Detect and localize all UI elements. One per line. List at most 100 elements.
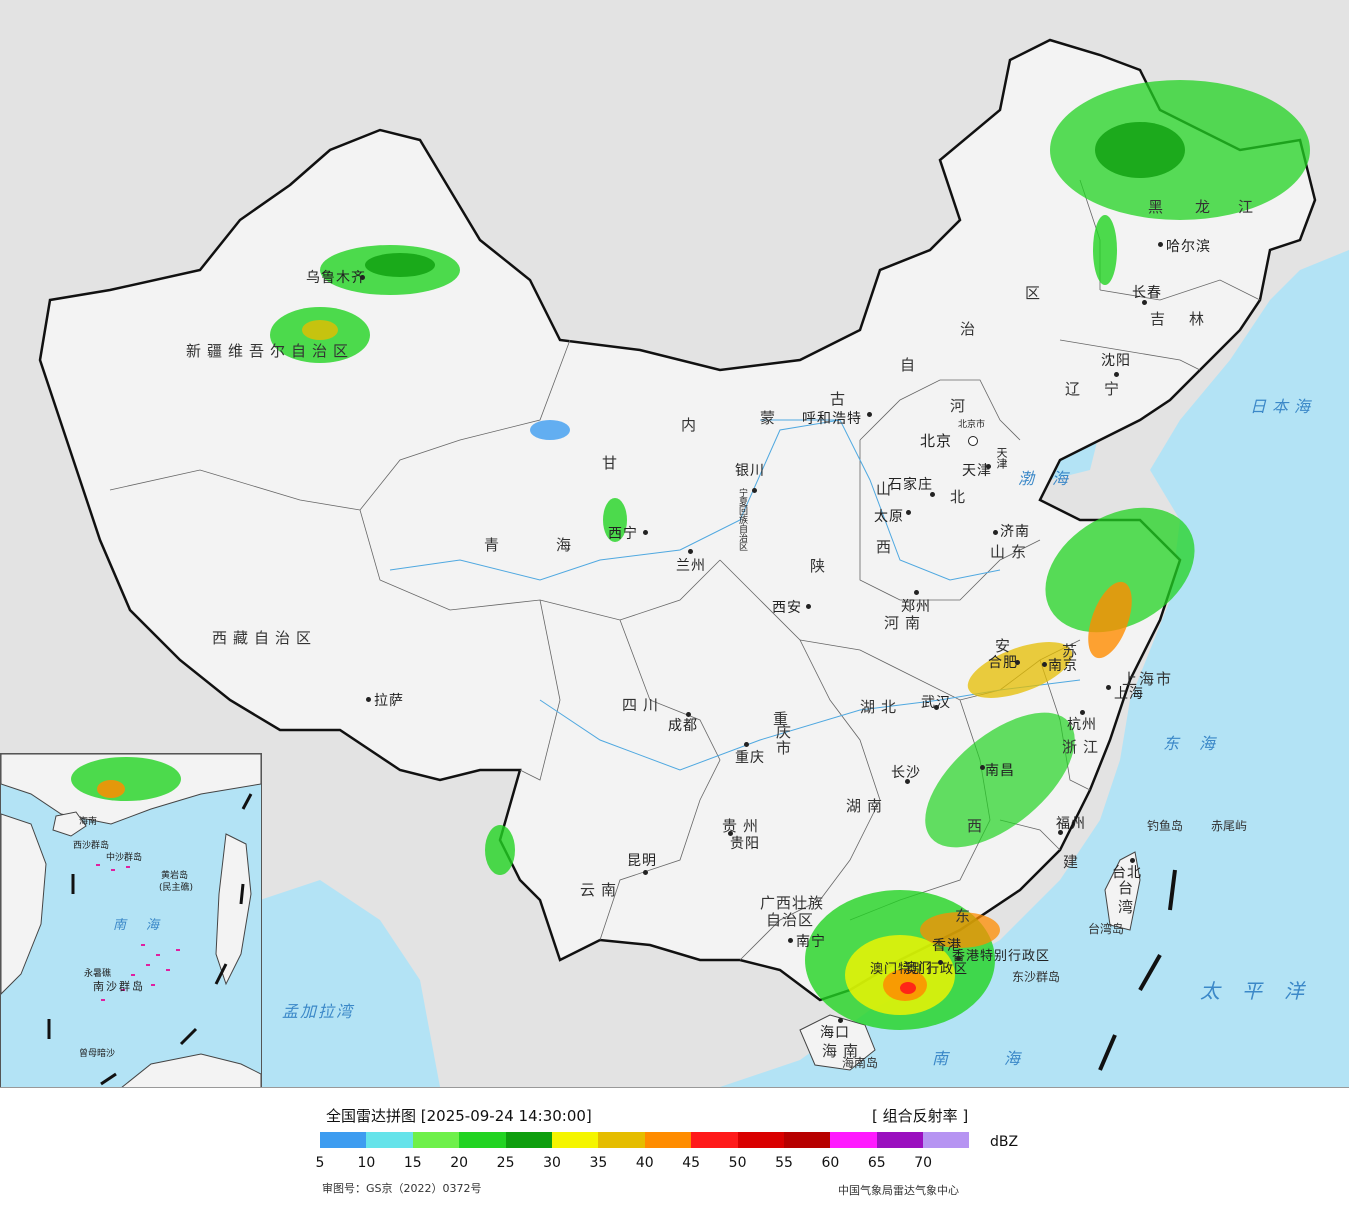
city-tianjin: 天津 [962,463,992,479]
city-lanzhou: 兰州 [676,558,706,574]
city-nanning: 南宁 [796,934,826,950]
label-heilongjiang-2: 龙 [1195,198,1217,216]
city-dot-taiyuan [906,510,911,515]
city-wuhan: 武汉 [921,695,951,711]
city-changchun: 长春 [1132,285,1162,301]
colorbar-swatch [691,1132,738,1148]
label-neimenggu-2: 蒙 [760,409,782,427]
label-guangdong: 东 [955,907,977,925]
city-dot-guiyang [728,831,733,836]
inset-hainan-label: 海南 [79,817,98,827]
inset-yongshu: 永暑礁 [84,969,112,979]
inset-hainan [52,811,87,837]
city-nanjing: 南京 [1048,658,1078,674]
taiwan-island [1104,851,1141,931]
city-jinan: 济南 [1000,524,1030,540]
inset-echo [71,757,181,801]
colorbar-tick-label: 45 [682,1155,701,1171]
city-lhasa: 拉萨 [374,693,404,709]
east-sea-area [720,250,1349,1087]
city-taiyuan: 太原 [874,509,904,525]
label-shanxi-1: 山 [876,480,898,498]
echo-jiangsu-core [1088,581,1132,659]
colorbar-swatch [598,1132,645,1148]
label-anhui: 安 [995,637,1017,655]
colorbar-swatch [644,1132,692,1148]
inset-indochina [1,813,47,995]
label-hebei-2: 北 [950,488,972,506]
colorbar-swatch [320,1132,367,1148]
label-sichuan: 四川 [622,696,665,714]
city-dot-zhengzhou [914,590,919,595]
echo-anhui [967,642,1073,698]
city-dot-shijiazhuang [930,492,935,497]
colorbar-tick-label: 55 [775,1155,793,1171]
colorbar [320,1132,970,1148]
label-yunnan: 云南 [580,881,623,899]
city-urumqi: 乌鲁木齐 [306,270,366,286]
echo-jilin-strip [1093,215,1117,285]
colorbar-swatch [830,1132,877,1148]
label-henan: 河南 [884,614,927,632]
label-guangxi-1: 广西壮族 [760,894,825,912]
colorbar-tick-label: 25 [496,1155,515,1171]
hainan-island [799,1014,876,1071]
city-hongkong: 香港 [932,938,962,954]
label-xizang: 西藏自治区 [212,629,318,647]
city-dot-macau [938,960,943,965]
colorbar-tick-label: 15 [403,1155,422,1171]
echo-yunnan-west [485,825,515,875]
city-dot-jinan [993,530,998,535]
city-beijing-small: 北京市 [958,420,986,430]
city-dot-shanghai [1106,685,1111,690]
city-dot-nanjing [1042,662,1047,667]
city-xining: 西宁 [608,526,638,542]
city-dot-changsha [905,779,910,784]
inset-minzhu: (民主礁) [159,883,194,893]
maritime-lines [1098,869,1177,1071]
label-guizhou: 贵州 [722,817,765,835]
map-approval-number: 审图号：GS京（2022）0372号 [322,1182,482,1195]
map-panel: 新疆维吾尔自治区 西藏自治区 青 海 甘 四川 云南 贵州 广西壮族 自治区 东… [0,0,1349,1088]
island-diaoyu: 钓鱼岛 [1147,819,1184,833]
city-xian: 西安 [772,600,802,616]
echo-xinjiang-mid-core [302,320,338,340]
city-dot-xining [643,530,648,535]
colorbar-tick-label: 60 [821,1155,840,1171]
label-jiangxi: 西 [967,817,989,835]
city-hefei: 合肥 [988,655,1018,671]
inset-dashed-line [47,793,253,1086]
island-chiwei: 赤尾屿 [1211,819,1248,833]
label-gansu: 甘 [602,454,624,472]
city-yinchuan: 银川 [735,463,765,479]
echo-heilongjiang-core [1095,122,1185,178]
sea-pacific: 太平洋 [1200,979,1326,1003]
city-dot-hefei [1015,660,1020,665]
city-dot-urumqi [360,275,365,280]
colorbar-tick-label: 50 [728,1155,747,1171]
city-dot-tianjin [986,464,991,469]
label-chongqing-2: 庆市 [774,724,792,756]
inset-borneo [121,1053,261,1087]
city-dot-hohhot [867,412,872,417]
city-hohhot: 呼和浩特 [802,411,862,427]
island-hainan: 海南岛 [842,1056,879,1070]
label-guangxi-2: 自治区 [766,911,815,929]
sea-south: 南海 [932,1049,1077,1068]
city-dot-fuzhou [1058,830,1063,835]
inset-zengmu: 曾母暗沙 [79,1049,116,1059]
colorbar-swatch [876,1132,924,1148]
label-xinjiang: 新疆维吾尔自治区 [186,342,355,360]
city-kunming: 昆明 [627,853,657,869]
echo-guangdong-band [920,912,1000,948]
colorbar-swatch [783,1132,831,1148]
city-dot-chengdu [686,712,691,717]
label-tianjin-prov: 天津 [995,447,1008,469]
bengal-area [260,880,440,1087]
label-taiwan: 台湾 [1116,880,1134,918]
label-neimenggu-3: 古 [830,390,852,408]
city-haikou: 海口 [820,1025,850,1041]
label-shanxi-2: 西 [876,538,898,556]
colorbar-unit: dBZ [990,1134,1019,1150]
